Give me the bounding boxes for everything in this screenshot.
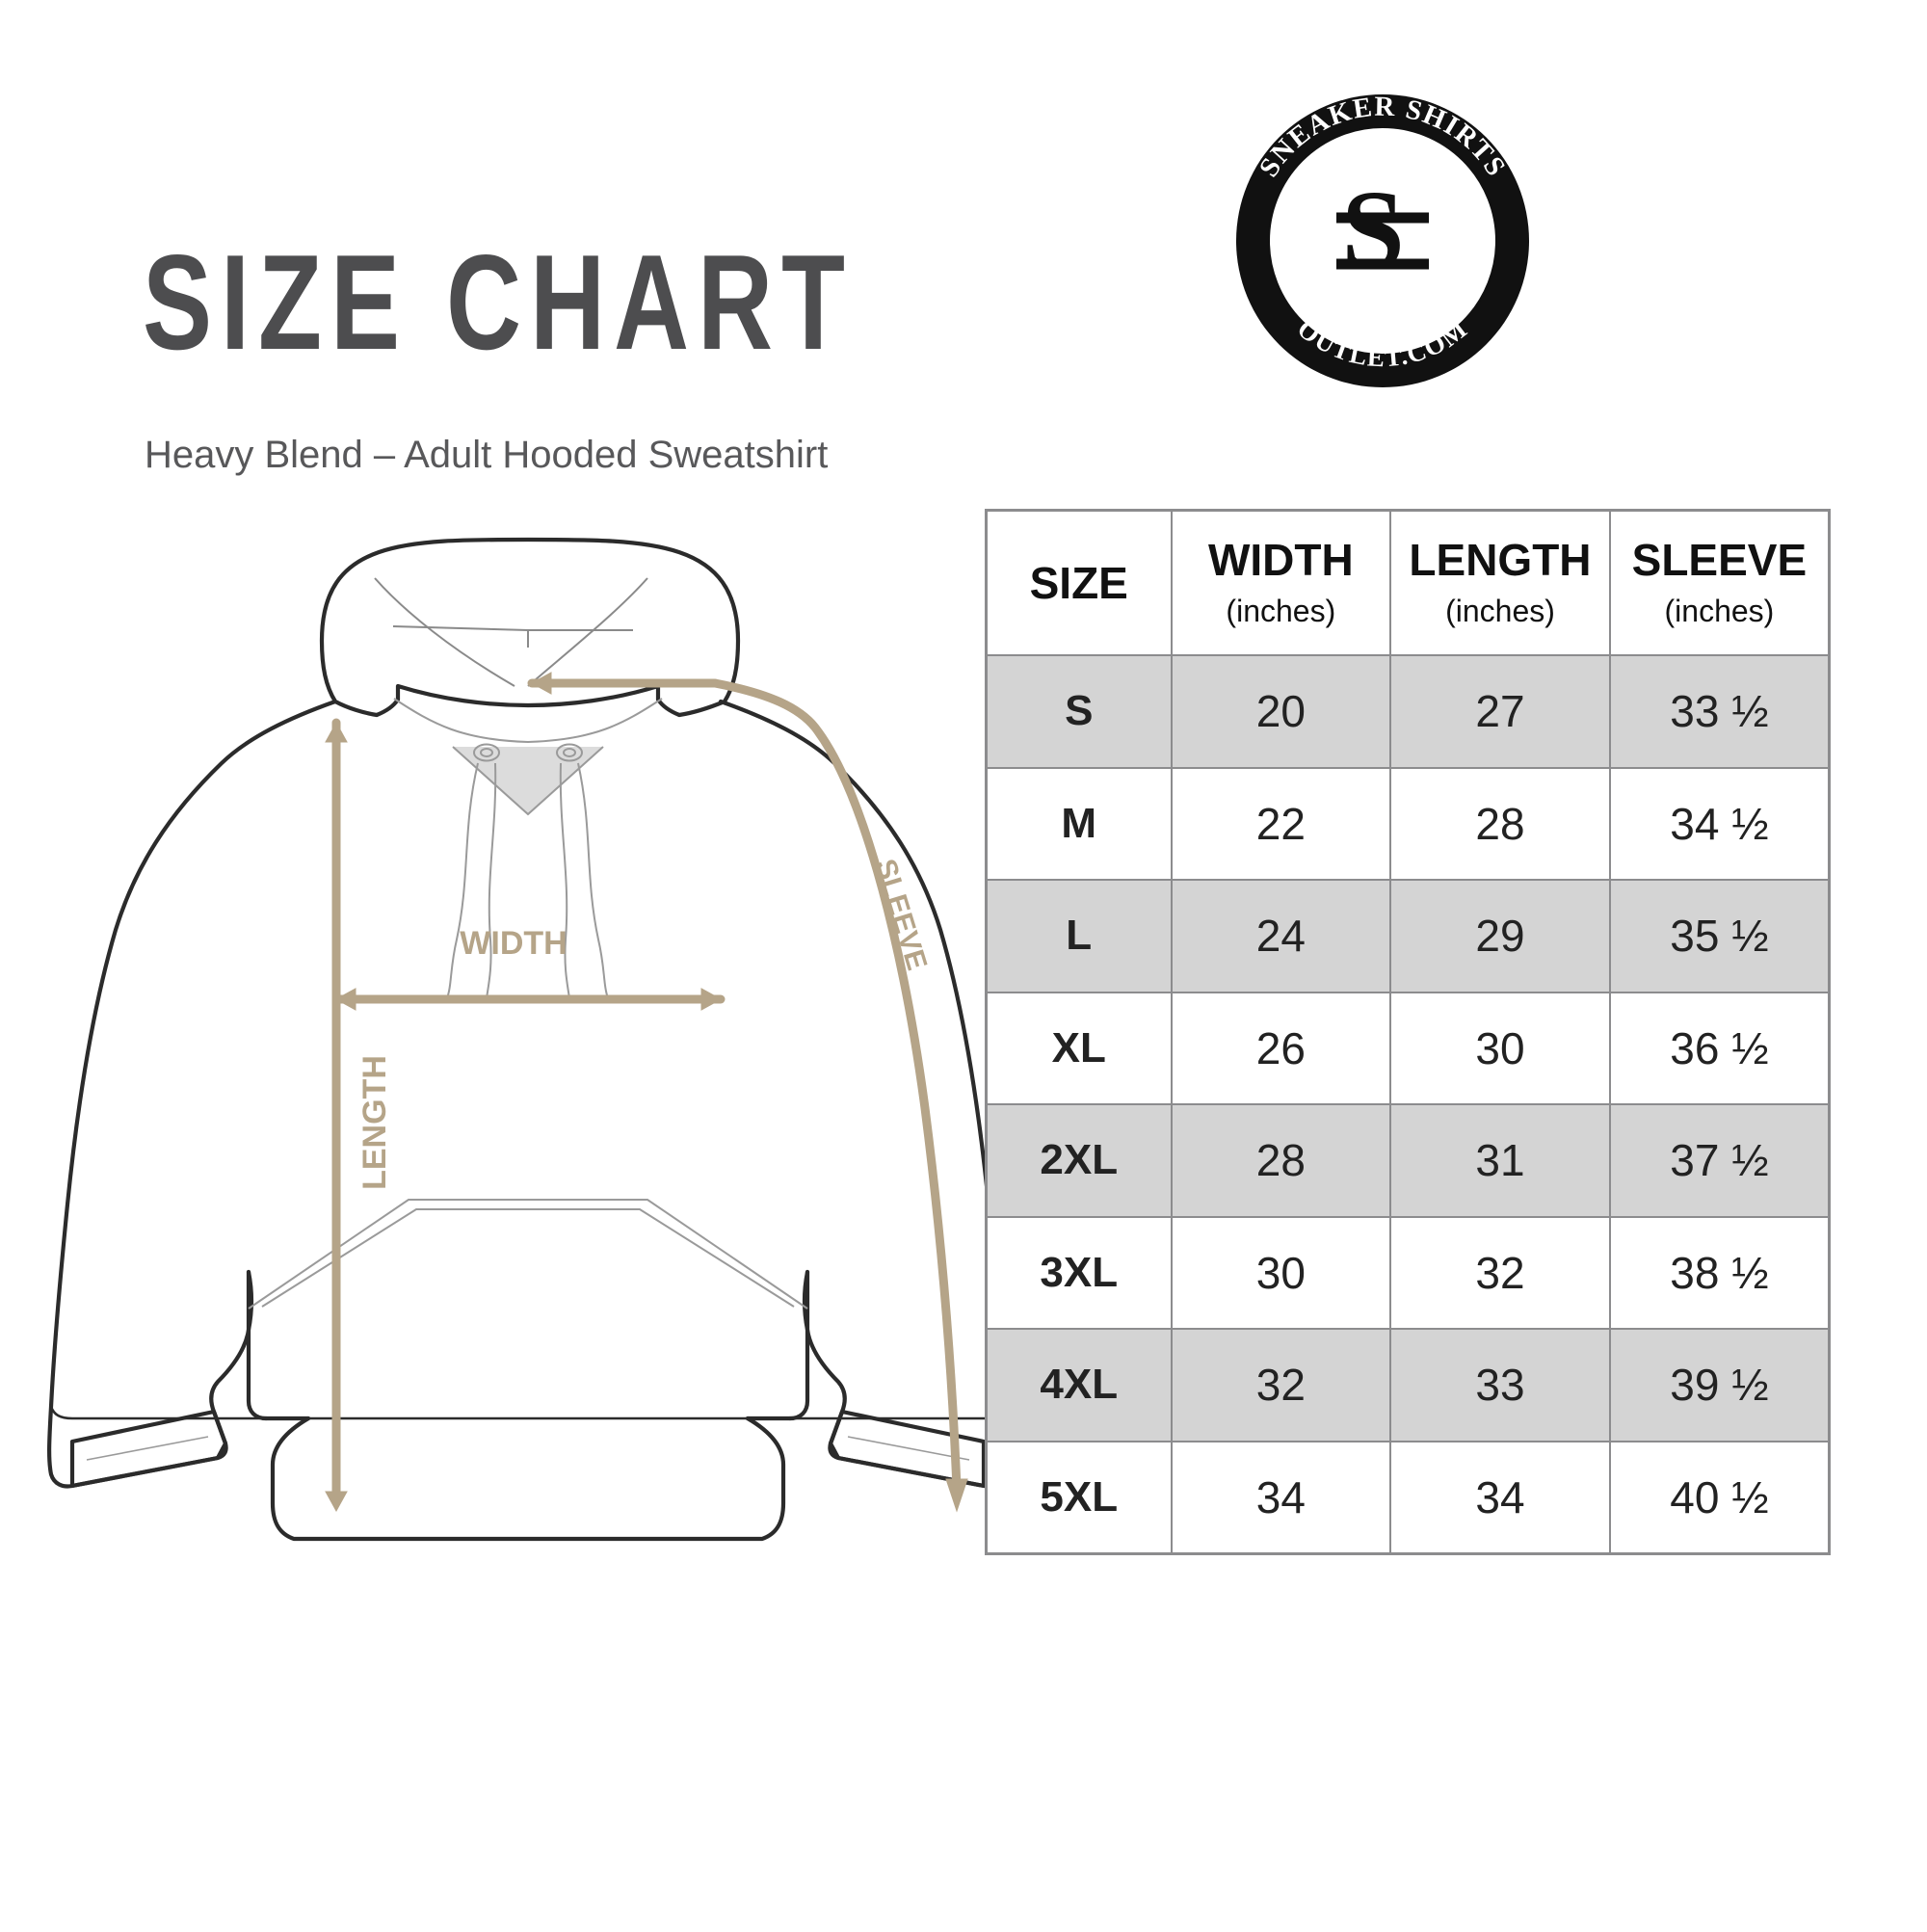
svg-text:SLEEVE: SLEEVE: [869, 856, 933, 974]
svg-text:LENGTH: LENGTH: [356, 1055, 393, 1190]
svg-text:WIDTH: WIDTH: [460, 925, 567, 962]
